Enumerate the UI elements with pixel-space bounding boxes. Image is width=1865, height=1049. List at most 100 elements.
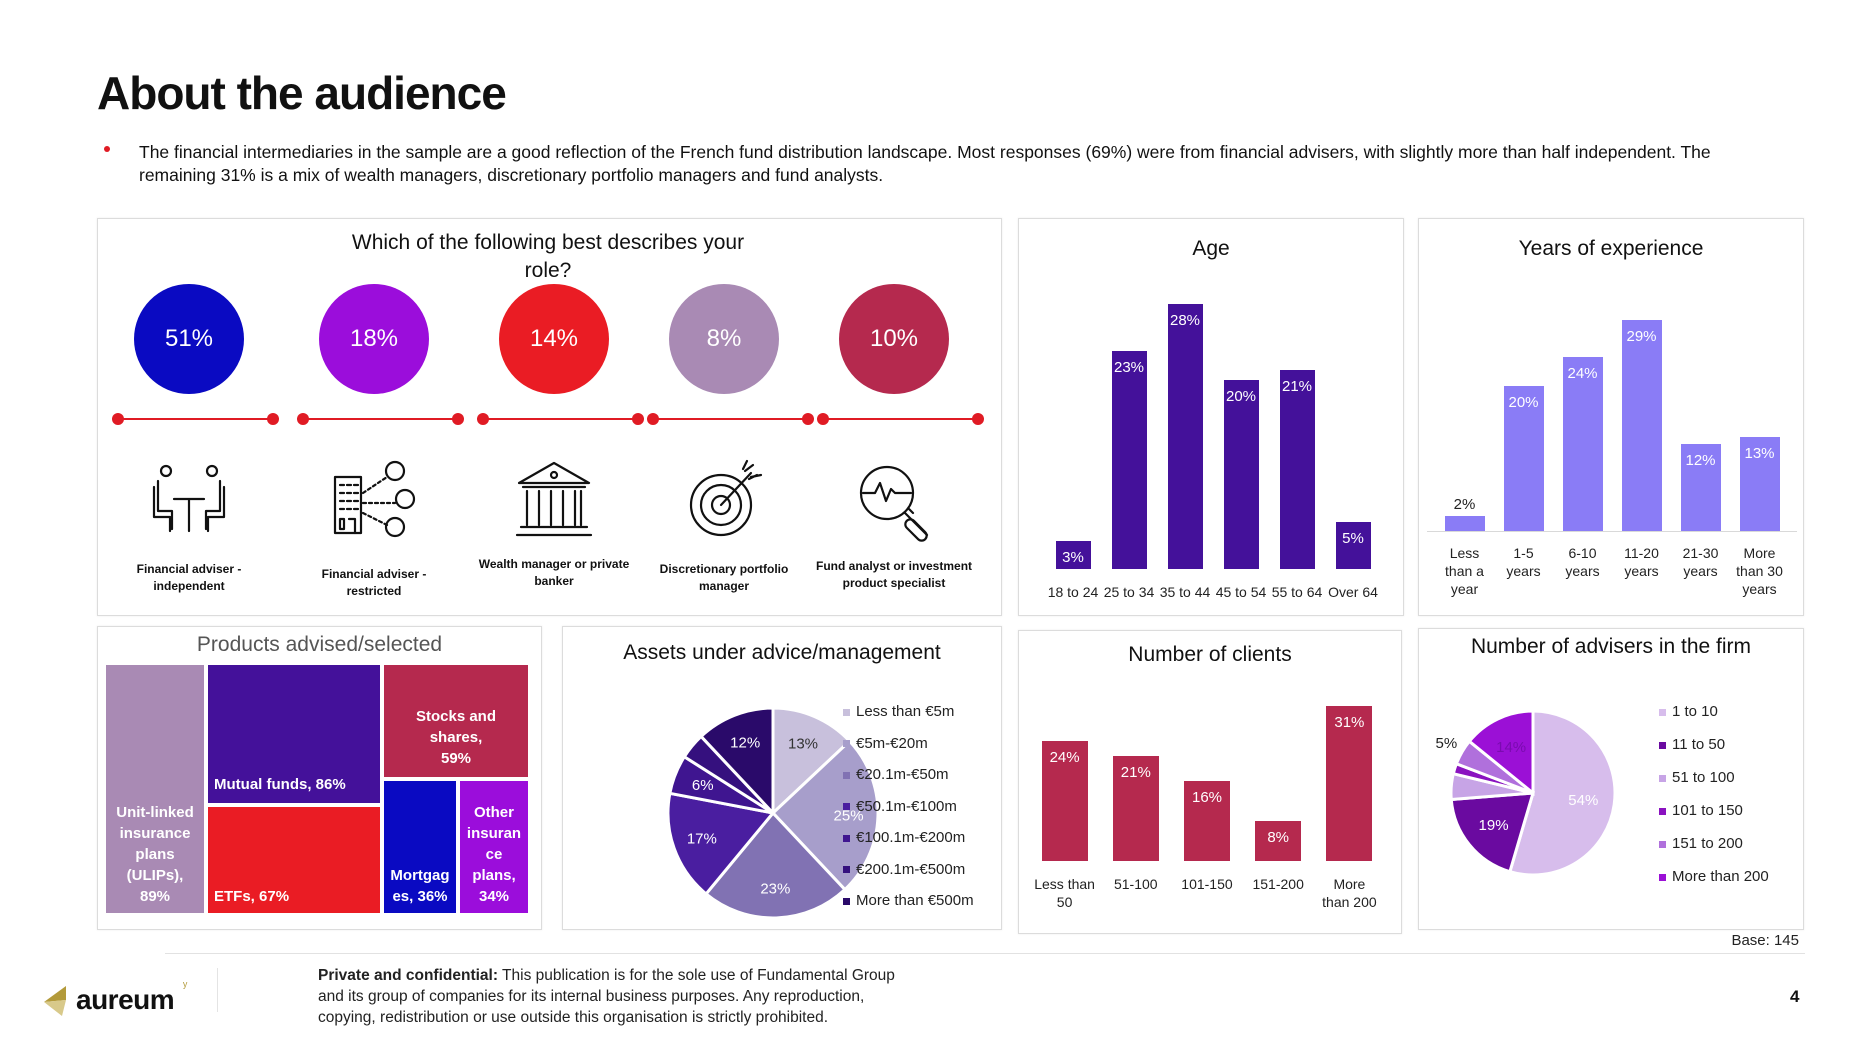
- treemap-cell-label: Mortgag es, 36%: [390, 867, 450, 905]
- pie-data-label: 6%: [692, 777, 714, 794]
- treemap-cell: Mutual funds, 86%: [208, 665, 380, 803]
- bullet-marker: [104, 146, 110, 152]
- role-label: Financial adviser - restricted: [321, 567, 427, 598]
- products-chart-title: Products advised/selected: [196, 633, 443, 656]
- pie-slice: [1449, 791, 1536, 874]
- bar: [1167, 303, 1203, 569]
- building-network-icon: [329, 457, 419, 547]
- x-tick-label: 18 to 24: [1047, 584, 1099, 600]
- pie-slice: [770, 739, 880, 892]
- legend-item: 101 to 150: [1659, 802, 1743, 819]
- treemap-cell: Mortgag es, 36%: [384, 781, 456, 913]
- treemap-cell: Stocks and shares, 59%: [384, 665, 528, 777]
- age-card: Age 3% 18 to 24 23% 25 to 34 28% 35 to 44 20% 4…: [1018, 218, 1404, 616]
- legend-item: 11 to 50: [1659, 736, 1725, 753]
- legend-label: 151 to 200: [1672, 835, 1743, 852]
- x-tick-label: More than 200: [1322, 876, 1377, 910]
- analysis-magnifier-icon: [849, 457, 939, 547]
- legend-swatch: [1659, 708, 1666, 716]
- age-chart-title: Age: [1192, 237, 1230, 260]
- legend-label: €100.1m-€200m: [856, 829, 966, 846]
- bar-data-label: 20%: [1225, 387, 1257, 405]
- legend-item: More than €500m: [843, 892, 974, 909]
- timeline-dot: [267, 413, 279, 425]
- timeline-dot: [972, 413, 984, 425]
- x-tick-label: 55 to 64: [1271, 584, 1323, 600]
- bar-data-label: 21%: [1281, 378, 1313, 396]
- bar-data-label: 12%: [1685, 451, 1716, 469]
- confidential-text: This publication is for the sole use of …: [318, 967, 895, 1026]
- legend-swatch: [843, 740, 850, 748]
- experience-card: Years of experience 2% Less than a year 20% 1…: [1418, 218, 1804, 616]
- assets-pie-chart: 13% 25% 23% 17% 6% 12%: [666, 706, 880, 920]
- pie-slice: [703, 810, 847, 920]
- x-tick-label: Less than a year: [1445, 545, 1484, 597]
- bar-data-label: 5%: [1342, 529, 1364, 547]
- legend-item: 1 to 10: [1659, 703, 1718, 720]
- x-tick-label: Less than 50: [1034, 876, 1095, 910]
- legend-swatch: [843, 803, 850, 811]
- x-tick-label: 45 to 54: [1215, 584, 1267, 600]
- pie-data-label: 25%: [834, 807, 864, 824]
- bar: [1055, 540, 1091, 569]
- bar: [1739, 436, 1780, 531]
- logo-arrow-icon: [44, 986, 66, 1016]
- experience-chart-title: Years of experience: [1518, 237, 1704, 260]
- pie-data-label: 23%: [760, 881, 790, 898]
- x-tick-label: 1-5 years: [1506, 545, 1541, 579]
- bar: [1621, 320, 1662, 531]
- legend-label: 11 to 50: [1672, 736, 1726, 753]
- bar-data-label: 13%: [1744, 444, 1775, 462]
- pie-data-label: 19%: [1479, 817, 1509, 834]
- role-percentage-circle: 8%: [669, 284, 779, 394]
- bar: [1444, 516, 1485, 531]
- pie-data-label: 5%: [1436, 735, 1458, 752]
- pie-slice: [699, 706, 775, 817]
- bar: [1680, 443, 1721, 531]
- role-percentage-circle: 18%: [319, 284, 429, 394]
- x-axis-line: [1427, 531, 1797, 532]
- aureum-logo: aureum ʸ: [42, 978, 202, 1020]
- legend-label: Less than €5m: [856, 703, 955, 720]
- bar-data-label: 2%: [1453, 496, 1476, 514]
- legend-item: 151 to 200: [1659, 835, 1743, 852]
- legend-item: More than 200: [1659, 868, 1769, 885]
- x-tick-label: 11-20 years: [1624, 545, 1659, 579]
- confidential-label: Private and confidential:: [318, 967, 499, 984]
- legend-swatch: [843, 897, 850, 905]
- legend-swatch: [1659, 840, 1666, 848]
- pie-slice: [1508, 709, 1617, 877]
- pie-data-label: 12%: [730, 735, 760, 752]
- bar-data-label: 21%: [1120, 764, 1151, 781]
- target-icon: [679, 457, 769, 547]
- timeline-line: [653, 418, 808, 420]
- legend-label: More than 200: [1672, 868, 1769, 885]
- legend-label: €5m-€20m: [856, 734, 928, 752]
- timeline-dot: [452, 413, 464, 425]
- treemap-cell-label: ETFs, 67%: [214, 888, 290, 905]
- bar: [1223, 379, 1259, 569]
- pie-data-label: 14%: [1496, 739, 1526, 756]
- treemap-cell: Other insuran ce plans, 34%: [460, 781, 528, 913]
- treemap-cell-label: Mutual funds, 86%: [214, 776, 346, 793]
- treemap-cell-label: Stocks and shares, 59%: [415, 708, 497, 767]
- timeline-line: [823, 418, 978, 420]
- legend-item: €100.1m-€200m: [843, 829, 965, 846]
- x-tick-label: 101-150: [1181, 876, 1233, 892]
- treemap-cell-label: Unit-linked insurance plans (ULIPs), 89%: [116, 804, 194, 905]
- legend-item: 51 to 100: [1659, 769, 1735, 786]
- x-tick-label: 6-10 years: [1565, 545, 1600, 579]
- products-card: Products advised/selected Unit-linked ins…: [97, 626, 542, 930]
- role-label: Financial adviser - independent: [136, 562, 242, 593]
- legend-label: 51 to 100: [1672, 769, 1735, 786]
- timeline-line: [483, 418, 638, 420]
- logo-mark: ʸ: [183, 978, 188, 993]
- assets-chart-title: Assets under advice/management: [623, 641, 941, 664]
- bar-data-label: 20%: [1508, 393, 1539, 411]
- treemap-cell: Unit-linked insurance plans (ULIPs), 89%: [106, 665, 204, 913]
- legend-label: More than €500m: [856, 892, 974, 909]
- legend-item: €20.1m-€50m: [843, 766, 949, 783]
- bank-icon: [509, 457, 599, 547]
- confidentiality-notice: Private and confidential: This publicati…: [318, 965, 918, 1028]
- clients-card: Number of clients 24% Less than 50 21% 51-10…: [1018, 630, 1402, 934]
